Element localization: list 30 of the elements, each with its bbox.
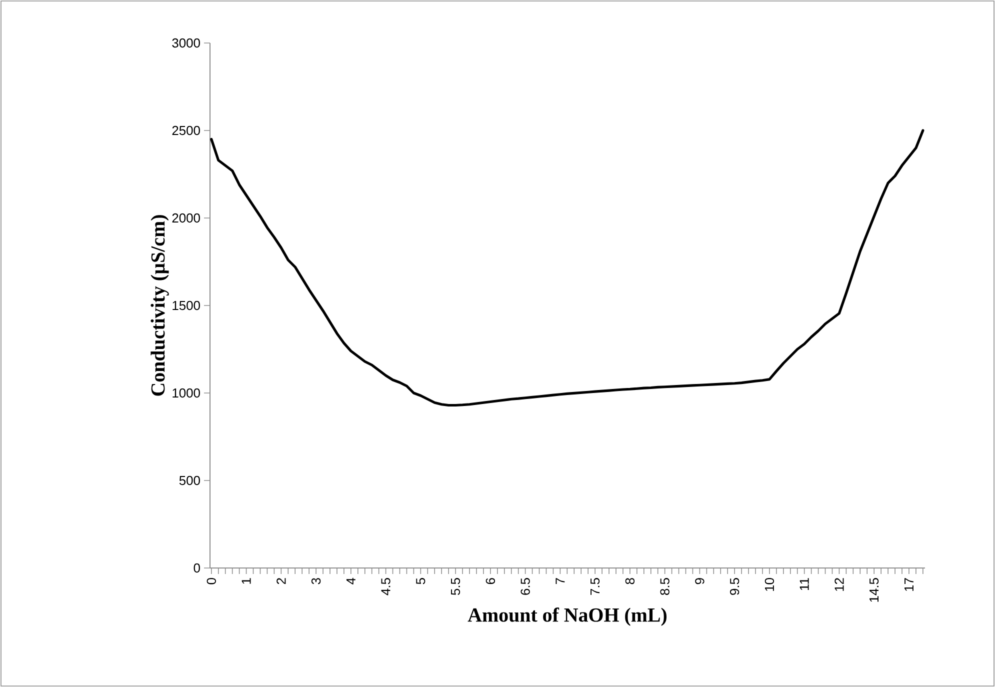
x-tick-label: 8 bbox=[625, 578, 635, 584]
y-axis-title: Conductivity (µS/cm) bbox=[150, 215, 169, 396]
x-tick-label: 2 bbox=[276, 578, 286, 584]
x-tick-label: 9 bbox=[695, 578, 704, 584]
x-tick-label: 14.5 bbox=[870, 578, 879, 602]
y-tick-label: 500 bbox=[179, 476, 200, 486]
x-tick-label: 6 bbox=[486, 578, 496, 584]
y-tick-label: 3000 bbox=[172, 38, 200, 48]
x-tick-label: 3 bbox=[311, 578, 321, 584]
x-tick-label: 11 bbox=[800, 578, 809, 590]
y-tick-label: 2500 bbox=[172, 126, 200, 136]
y-tick-label: 0 bbox=[194, 563, 200, 573]
x-tick-label: 0 bbox=[206, 578, 216, 584]
x-tick-label: 12 bbox=[834, 578, 844, 591]
x-tick-label: 6.5 bbox=[520, 578, 530, 595]
x-axis-title: Amount of NaOH (mL) bbox=[468, 608, 667, 626]
x-tick-label: 4 bbox=[346, 578, 356, 584]
x-tick-label: 9.5 bbox=[730, 578, 740, 595]
x-tick-label: 5.5 bbox=[451, 578, 460, 595]
y-tick-label: 1000 bbox=[172, 388, 200, 398]
y-tick-label: 2000 bbox=[172, 213, 200, 223]
x-tick-label: 17 bbox=[904, 578, 914, 591]
x-tick-label: 8.5 bbox=[660, 578, 670, 595]
x-tick-label: 4.5 bbox=[381, 578, 390, 596]
y-tick-label: 1500 bbox=[172, 300, 200, 310]
x-tick-label: 7.5 bbox=[590, 578, 600, 595]
x-tick-label: 10 bbox=[764, 578, 774, 591]
x-tick-label: 7 bbox=[556, 578, 565, 584]
x-tick-label: 5 bbox=[416, 578, 426, 584]
x-tick-label: 1 bbox=[242, 578, 251, 584]
